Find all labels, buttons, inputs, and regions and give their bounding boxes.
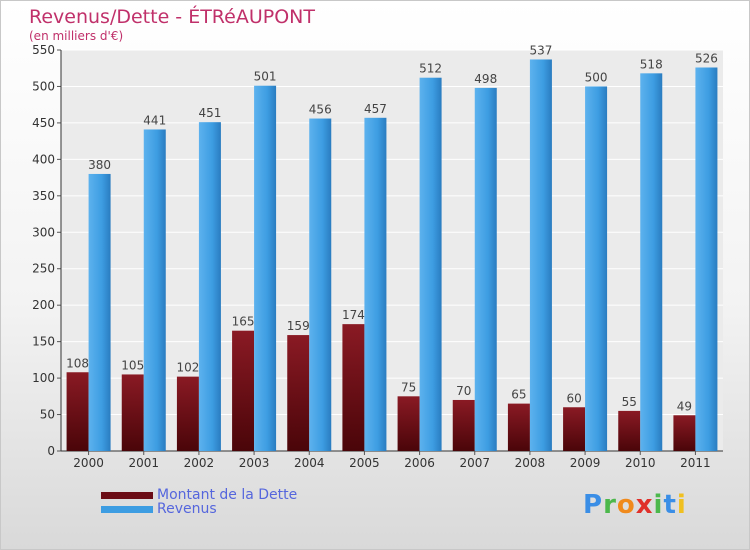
bar-revenus xyxy=(695,67,718,452)
y-tick-label: 100 xyxy=(32,371,55,385)
y-tick-label: 500 xyxy=(32,79,55,93)
bar-dette xyxy=(121,374,144,451)
x-tick-label: 2006 xyxy=(404,456,435,470)
legend-item-revenus: Revenus xyxy=(101,501,217,517)
data-label-dette: 75 xyxy=(401,380,416,394)
bar-revenus xyxy=(529,59,552,451)
bar-dette xyxy=(232,330,255,451)
data-label-dette: 174 xyxy=(342,308,365,322)
logo-letter: x xyxy=(635,490,654,520)
plot-area xyxy=(61,50,723,451)
x-tick-label: 2003 xyxy=(239,456,270,470)
data-label-dette: 60 xyxy=(566,391,581,405)
data-label-dette: 165 xyxy=(232,315,255,329)
bar-revenus xyxy=(198,122,221,452)
x-tick-label: 2010 xyxy=(625,456,656,470)
logo-letter: r xyxy=(603,490,617,520)
x-tick-label: 2000 xyxy=(73,456,104,470)
data-label-revenus: 498 xyxy=(474,72,497,86)
logo-letter: P xyxy=(583,490,604,520)
y-tick-label: 450 xyxy=(32,116,55,130)
x-tick-label: 2009 xyxy=(570,456,601,470)
x-tick-label: 2007 xyxy=(459,456,490,470)
bar-revenus xyxy=(585,86,608,452)
x-tick-label: 2005 xyxy=(349,456,380,470)
bar-revenus xyxy=(309,118,332,451)
bar-revenus xyxy=(364,117,387,452)
data-label-dette: 105 xyxy=(121,358,144,372)
bar-dette xyxy=(176,376,199,451)
data-label-revenus: 500 xyxy=(585,70,608,84)
data-label-revenus: 501 xyxy=(254,70,277,84)
legend-swatch-revenus xyxy=(101,505,153,513)
bar-dette xyxy=(507,403,530,451)
data-label-dette: 70 xyxy=(456,384,471,398)
y-tick-label: 350 xyxy=(32,189,55,203)
bar-revenus xyxy=(474,87,497,452)
x-tick-label: 2008 xyxy=(515,456,546,470)
legend-item-dette: Montant de la Dette xyxy=(101,487,297,503)
bar-dette xyxy=(66,372,89,451)
logo-letter: i xyxy=(676,490,687,520)
chart-title: Revenus/Dette - ÉTRéAUPONT xyxy=(29,6,315,28)
y-tick-label: 150 xyxy=(32,335,55,349)
data-label-dette: 102 xyxy=(176,361,199,375)
data-label-revenus: 518 xyxy=(640,57,663,71)
y-tick-label: 0 xyxy=(47,444,55,458)
y-tick-label: 400 xyxy=(32,152,55,166)
y-tick-label: 550 xyxy=(32,43,55,57)
data-label-revenus: 457 xyxy=(364,102,387,116)
x-tick-label: 2002 xyxy=(184,456,215,470)
data-label-revenus: 451 xyxy=(198,106,221,120)
bar-revenus xyxy=(419,77,442,452)
proxiti-logo: Proxiti xyxy=(583,490,687,520)
bar-revenus xyxy=(254,85,277,451)
bar-dette xyxy=(563,407,586,451)
bar-dette xyxy=(287,335,310,451)
bar-revenus xyxy=(640,73,663,452)
logo-letter: o xyxy=(616,490,636,520)
y-tick-label: 200 xyxy=(32,298,55,312)
y-tick-label: 250 xyxy=(32,262,55,276)
bar-dette xyxy=(397,396,420,451)
data-label-revenus: 537 xyxy=(529,43,552,57)
x-tick-label: 2004 xyxy=(294,456,325,470)
data-label-dette: 159 xyxy=(287,319,310,333)
logo-letter: i xyxy=(653,490,664,520)
data-label-revenus: 380 xyxy=(88,158,111,172)
y-tick-label: 50 xyxy=(40,408,55,422)
bar-dette xyxy=(342,324,365,451)
x-tick-label: 2001 xyxy=(128,456,159,470)
data-label-revenus: 456 xyxy=(309,103,332,117)
chart-subtitle: (en milliers d'€) xyxy=(29,29,124,43)
data-label-dette: 65 xyxy=(511,388,526,402)
data-label-dette: 55 xyxy=(622,395,637,409)
legend-label-revenus: Revenus xyxy=(157,501,217,517)
bar-dette xyxy=(618,410,641,451)
data-label-dette: 108 xyxy=(66,356,89,370)
y-tick-label: 300 xyxy=(32,225,55,239)
legend-swatch-dette xyxy=(101,491,153,499)
x-tick-label: 2011 xyxy=(680,456,711,470)
data-label-dette: 49 xyxy=(677,399,692,413)
bar-revenus xyxy=(143,129,166,452)
bar-revenus xyxy=(88,173,111,452)
legend-label-dette: Montant de la Dette xyxy=(157,487,298,503)
data-label-revenus: 526 xyxy=(695,51,718,65)
data-label-revenus: 441 xyxy=(143,113,166,127)
data-label-revenus: 512 xyxy=(419,62,442,76)
logo-letter: t xyxy=(663,490,677,520)
bar-dette xyxy=(673,415,696,451)
bar-dette xyxy=(452,399,475,451)
